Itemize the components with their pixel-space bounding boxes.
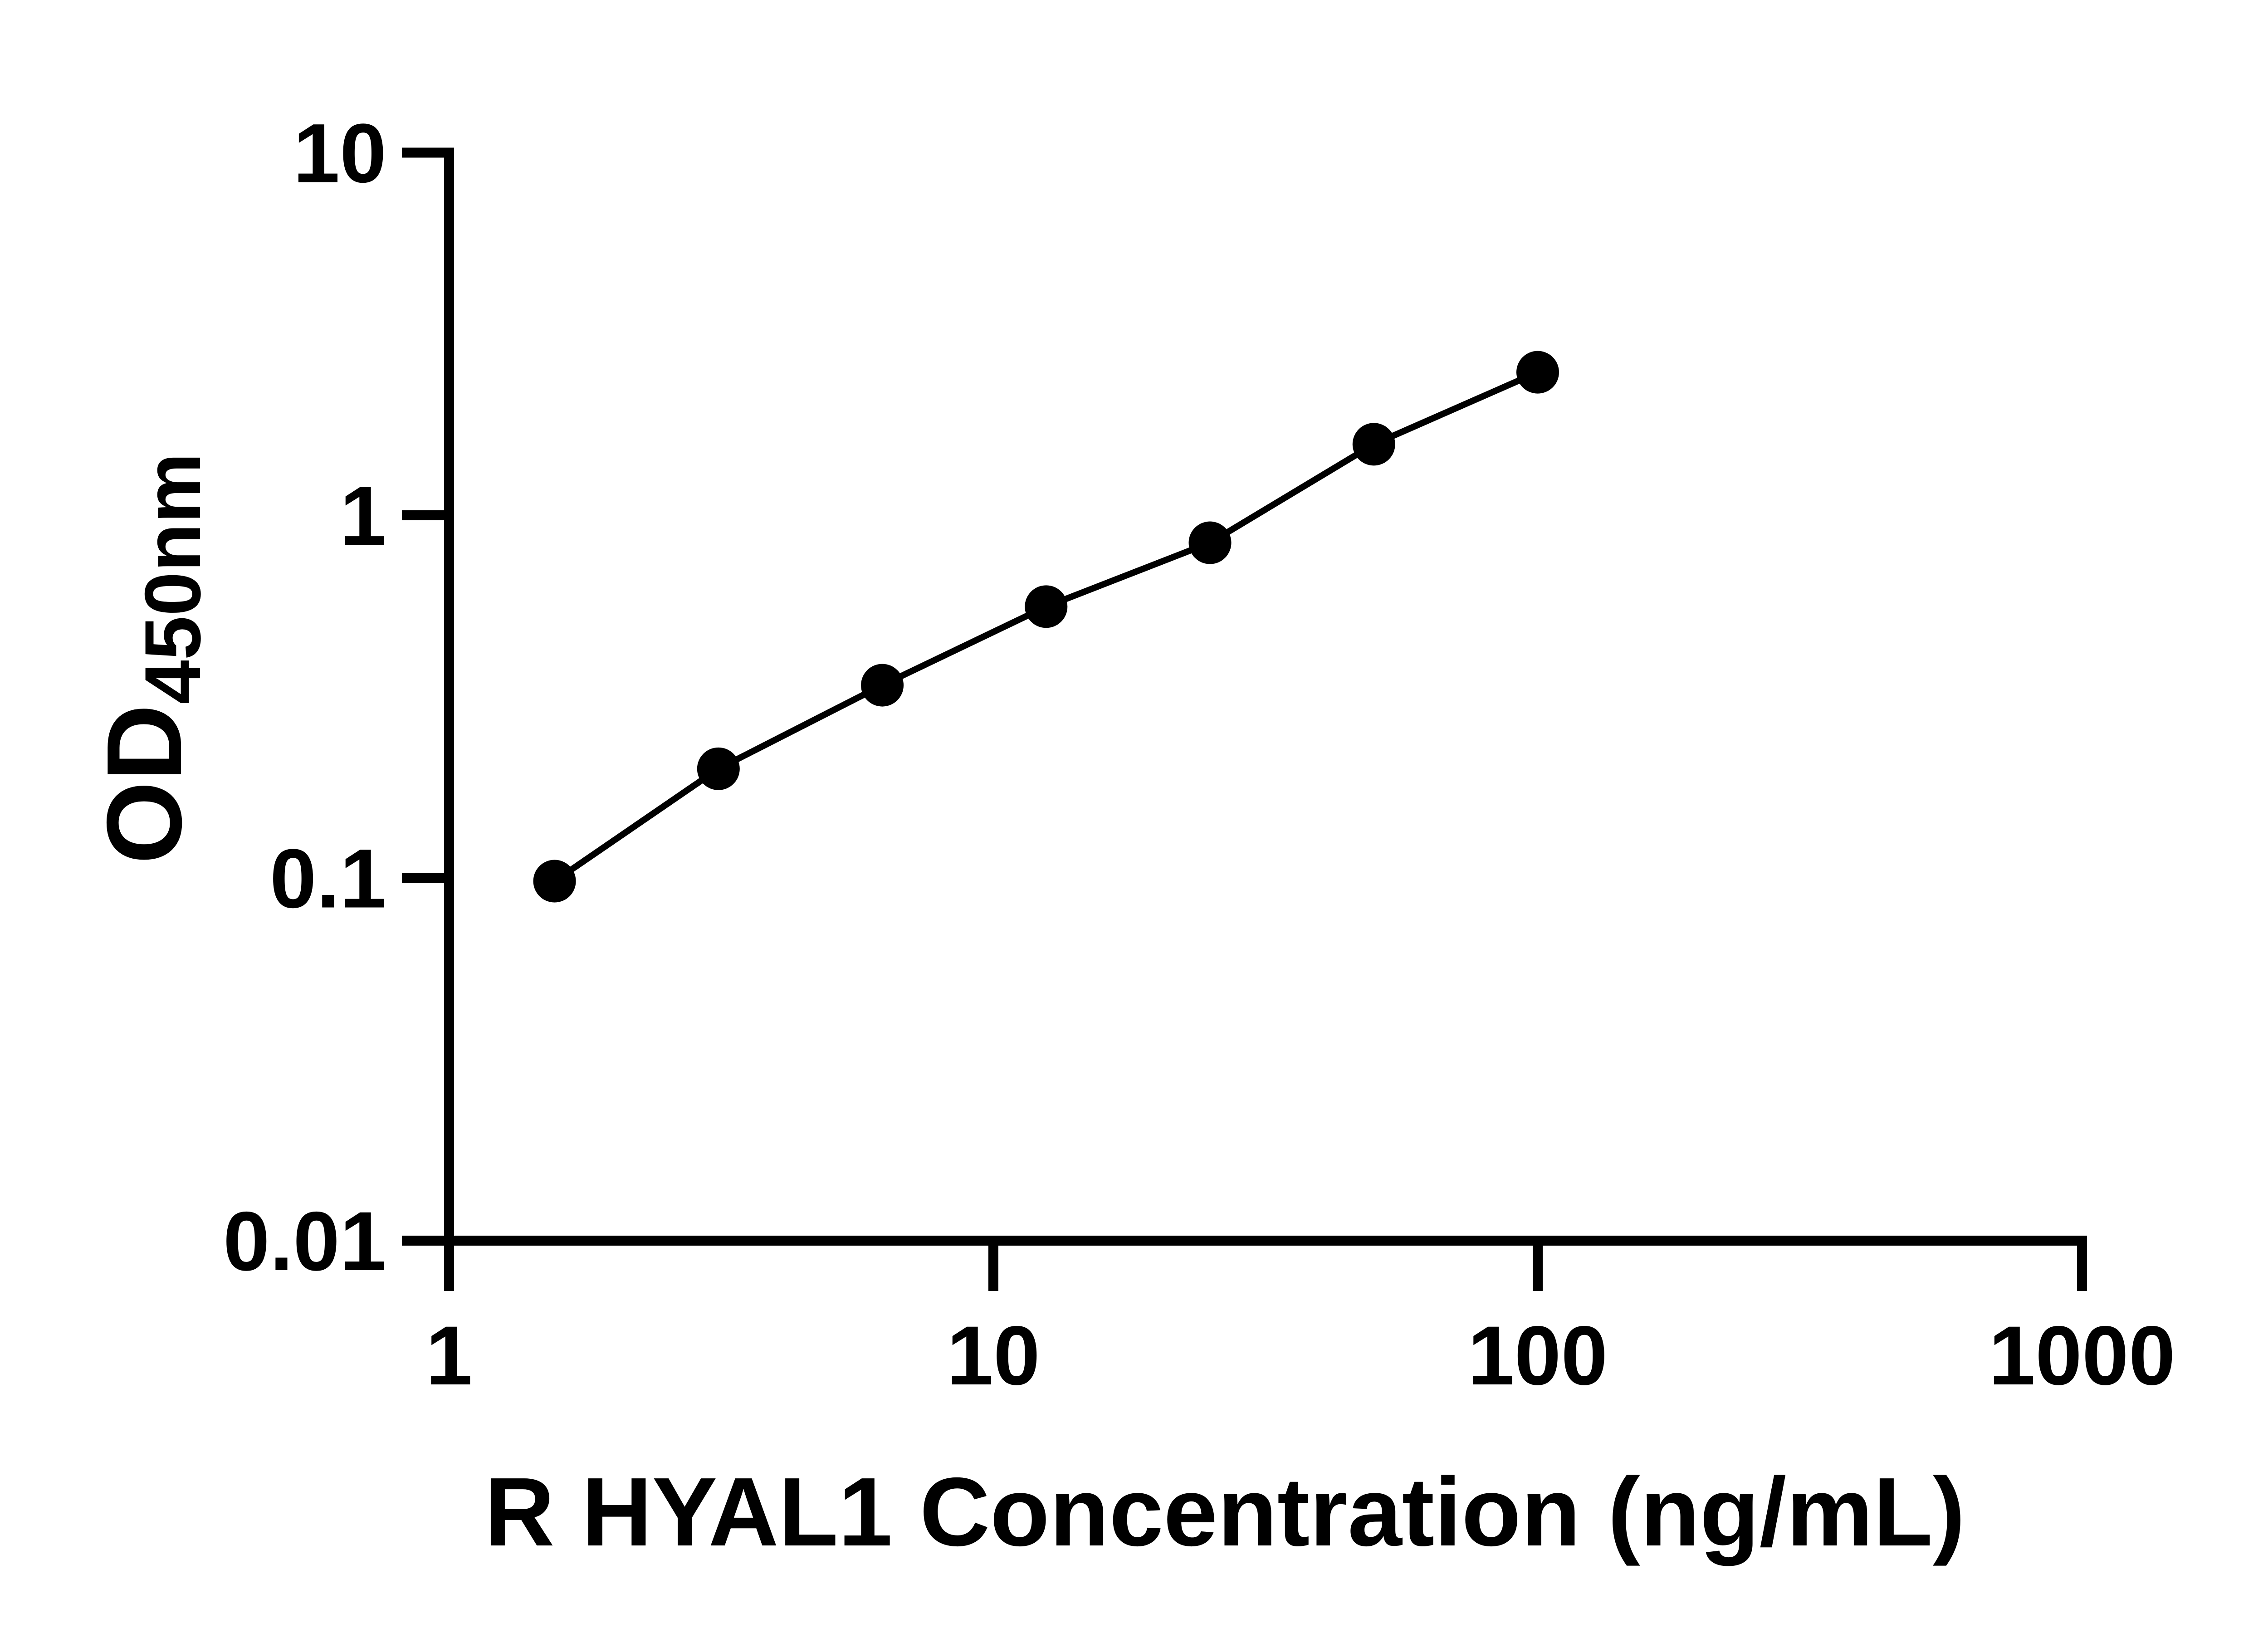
data-point-50 bbox=[1352, 423, 1395, 466]
data-point-6.25 bbox=[861, 664, 904, 707]
y-tick-label-0.1: 0.1 bbox=[270, 832, 386, 926]
y-tick-label-0.01: 0.01 bbox=[223, 1195, 386, 1288]
x-tick-label-1: 1 bbox=[426, 1309, 473, 1403]
x-tick-label-1000: 1000 bbox=[1989, 1309, 2175, 1403]
data-point-1.5625 bbox=[533, 860, 576, 903]
y-axis-title: OD450nm bbox=[79, 453, 244, 864]
data-point-25 bbox=[1188, 521, 1232, 564]
data-point-3.125 bbox=[697, 747, 740, 790]
y-axis-title-main: OD bbox=[84, 704, 204, 865]
y-tick-label-1: 1 bbox=[340, 469, 386, 563]
x-axis-title: R HYAL1 Concentration (ng/mL) bbox=[484, 1457, 1965, 1566]
data-point-12.5 bbox=[1025, 585, 1068, 628]
x-tick-label-10: 10 bbox=[947, 1309, 1040, 1403]
x-tick-label-100: 100 bbox=[1468, 1309, 1608, 1403]
data-point-100 bbox=[1516, 351, 1559, 394]
y-tick-label-10: 10 bbox=[293, 107, 386, 200]
y-axis-title-subscript: 450nm bbox=[129, 453, 217, 704]
